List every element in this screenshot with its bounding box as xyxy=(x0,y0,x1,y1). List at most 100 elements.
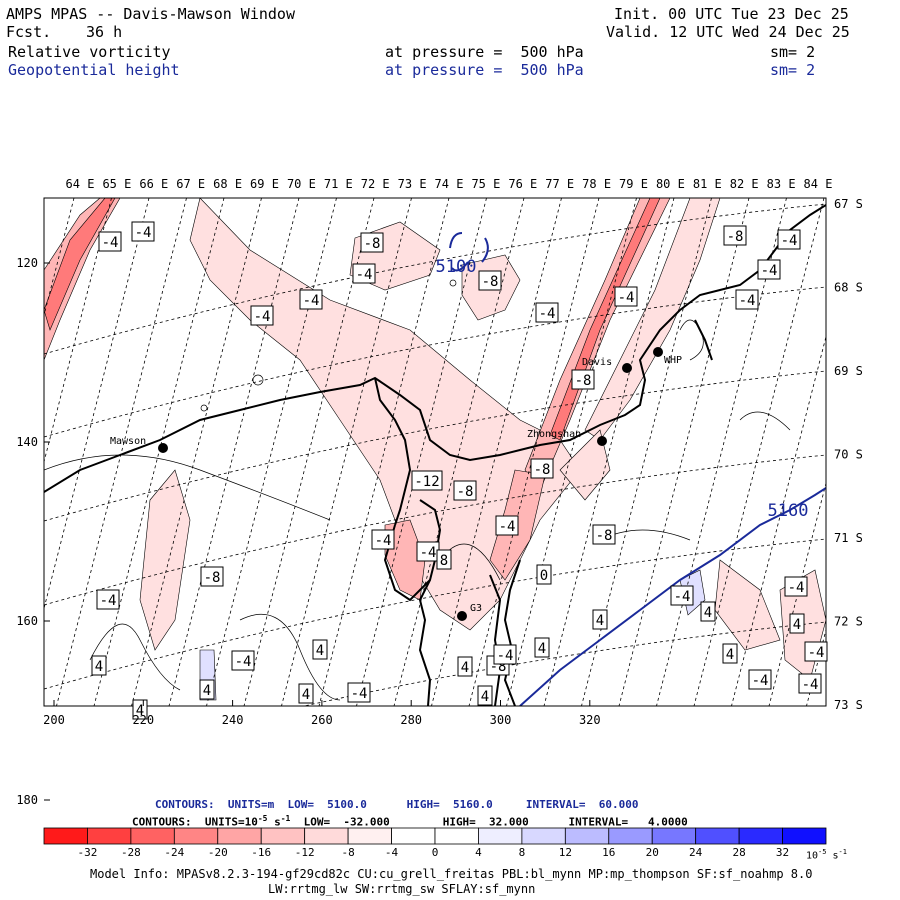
colorbar-units-exp: -5 xyxy=(818,848,827,856)
left-y-label: 160 xyxy=(16,614,38,628)
colorbar-label: 16 xyxy=(602,846,616,859)
vorticity-contour-info: CONTOURS: UNITS=10-5 s-1 LOW= -32.000 HI… xyxy=(132,811,688,831)
right-latitude-label: 68 S xyxy=(834,281,863,295)
colorbar-label: 8 xyxy=(518,846,526,859)
vorticity-range: LOW= -32.000 HIGH= 32.000 INTERVAL= 4.00… xyxy=(290,815,688,829)
vorticity-contour-label: 4 xyxy=(312,639,328,660)
vorticity-contour-label: -8 xyxy=(723,225,747,246)
right-latitude-label: 69 S xyxy=(834,364,863,378)
left-y-label: 180 xyxy=(16,793,38,807)
colorbar-units-base: 10 xyxy=(806,850,819,862)
bottom-x-label: 200 xyxy=(43,713,65,727)
vorticity-contour-label: -4 xyxy=(416,541,440,562)
vorticity-contour-label: 4 xyxy=(298,683,314,704)
svg-text:-4: -4 xyxy=(781,233,798,249)
svg-text:-4: -4 xyxy=(499,519,516,535)
svg-text:-4: -4 xyxy=(135,225,152,241)
svg-text:-8: -8 xyxy=(482,274,499,290)
top-longitude-label: 64 E xyxy=(66,177,95,191)
svg-text:-4: -4 xyxy=(351,686,368,702)
top-longitude-label: 78 E xyxy=(582,177,611,191)
svg-text:-12: -12 xyxy=(414,474,439,490)
svg-text:4: 4 xyxy=(793,617,801,633)
bottom-x-label: 320 xyxy=(579,713,601,727)
svg-text:4: 4 xyxy=(596,613,604,629)
vorticity-contour-label: 4 xyxy=(91,655,107,676)
right-latitude-label: 73 S xyxy=(834,698,863,712)
field-1-name: Relative vorticity xyxy=(8,43,171,61)
svg-text:-4: -4 xyxy=(802,677,819,693)
vorticity-contour-label: -8 xyxy=(360,232,384,253)
colorbar-swatch xyxy=(87,827,132,845)
svg-text:4: 4 xyxy=(704,605,712,621)
svg-text:4: 4 xyxy=(461,660,469,676)
svg-text:-4: -4 xyxy=(674,589,691,605)
vorticity-contour-label: -4 xyxy=(748,669,772,690)
svg-text:-4: -4 xyxy=(539,306,556,322)
field-1-smoothing: sm= 2 xyxy=(770,43,816,61)
vorticity-contour-label: 4 xyxy=(477,685,493,706)
vorticity-contour-label: -4 xyxy=(347,682,371,703)
top-longitude-label: 80 E xyxy=(656,177,685,191)
height-contour-label: 5160 xyxy=(768,501,809,521)
vorticity-contour-label: 4 xyxy=(700,601,716,622)
vorticity-contour-label: -4 xyxy=(670,585,694,606)
vorticity-contour-label: -4 xyxy=(777,229,801,250)
top-longitude-label: 81 E xyxy=(693,177,722,191)
colorbar-label: -12 xyxy=(294,846,315,859)
vorticity-units-exp: -5 xyxy=(257,814,268,823)
field-2-level: at pressure = 500 hPa xyxy=(385,61,584,79)
svg-text:-8: -8 xyxy=(204,570,221,586)
top-longitude-label: 73 E xyxy=(398,177,427,191)
colorbar-swatch xyxy=(782,827,827,845)
right-latitude-label: 70 S xyxy=(834,448,863,462)
vorticity-contour-label: -4 xyxy=(231,650,255,671)
vorticity-contour-label: 4 xyxy=(722,643,738,664)
right-latitude-label: 72 S xyxy=(834,615,863,629)
bottom-x-label: 220 xyxy=(132,713,154,727)
vorticity-contour-label: -4 xyxy=(98,231,122,252)
svg-text:-4: -4 xyxy=(254,309,271,325)
station-zhongshan: Zhongshan xyxy=(527,429,607,446)
vorticity-contour-label: -4 xyxy=(757,259,781,280)
forecast-label: Fcst. xyxy=(6,23,52,41)
svg-text:Zhongshan: Zhongshan xyxy=(527,429,581,440)
colorbar-label: 0 xyxy=(431,846,439,859)
svg-text:8: 8 xyxy=(440,553,448,569)
vorticity-contour-label: -4 xyxy=(299,289,323,310)
svg-text:Davis: Davis xyxy=(582,357,612,368)
vorticity-contour-label: -8 xyxy=(200,566,224,587)
vorticity-contour-label: -8 xyxy=(453,480,477,501)
colorbar-label: -28 xyxy=(120,846,141,859)
axes-labels: 64 E 65 E 66 E 67 E 68 E 69 E 70 E 71 E 72 E 73 E… xyxy=(16,177,863,807)
top-longitude-label: 77 E xyxy=(545,177,574,191)
height-contour-info: CONTOURS: UNITS=m LOW= 5100.0 HIGH= 5160… xyxy=(155,798,639,811)
vorticity-contour-label: 4 xyxy=(534,637,550,658)
vorticity-contour-label: -8 xyxy=(478,270,502,291)
vorticity-contour-label: 8 xyxy=(436,549,452,570)
svg-text:-4: -4 xyxy=(739,293,756,309)
top-longitude-label: 65 E xyxy=(102,177,131,191)
colorbar-label: -24 xyxy=(164,846,185,859)
svg-text:-4: -4 xyxy=(102,235,119,251)
bottom-x-label: 300 xyxy=(490,713,512,727)
colorbar-units: 10-5 s-1 xyxy=(806,844,847,864)
svg-text:-8: -8 xyxy=(575,373,592,389)
vorticity-contour-label: 4 xyxy=(789,613,805,634)
top-longitude-label: 82 E xyxy=(730,177,759,191)
vorticity-contour-label: -8 xyxy=(592,524,616,545)
vorticity-contour-label: 0 xyxy=(536,564,552,585)
svg-text:0: 0 xyxy=(540,568,548,584)
bottom-x-label: 280 xyxy=(400,713,422,727)
svg-text:-8: -8 xyxy=(727,229,744,245)
station-mawson: Mawson xyxy=(110,436,168,453)
colorbar-units-s: s xyxy=(832,850,839,862)
svg-text:4: 4 xyxy=(95,659,103,675)
vorticity-contour-label: -4 xyxy=(96,589,120,610)
plot-frame xyxy=(43,197,827,707)
right-latitude-label: 71 S xyxy=(834,531,863,545)
top-longitude-label: 75 E xyxy=(471,177,500,191)
svg-text:4: 4 xyxy=(302,687,310,703)
top-longitude-label: 68 E xyxy=(213,177,242,191)
vorticity-units-a: CONTOURS: UNITS=10 xyxy=(132,815,258,829)
